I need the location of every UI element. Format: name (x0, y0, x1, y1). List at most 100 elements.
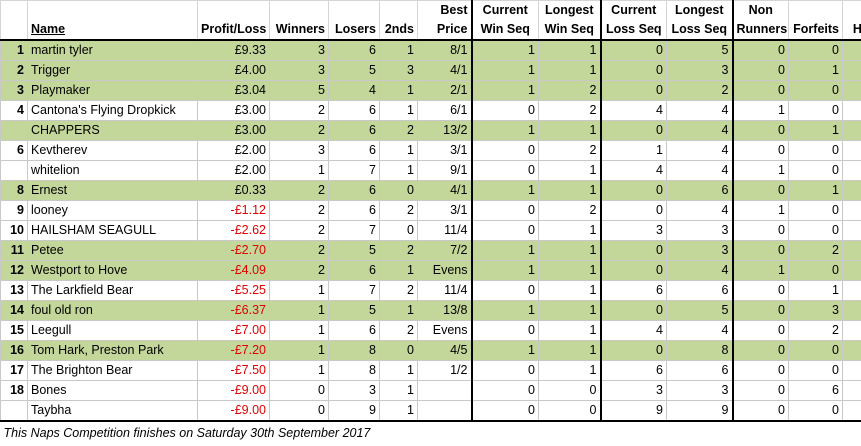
non-runners-cell[interactable]: 1 (732, 100, 789, 121)
longest-win-seq-cell[interactable]: 1 (538, 160, 602, 181)
rank-cell[interactable]: 17 (0, 360, 28, 381)
rank-cell[interactable]: 3 (0, 80, 28, 101)
best-price-cell[interactable]: 4/5 (417, 340, 472, 361)
winners-cell[interactable]: 1 (269, 160, 329, 181)
losers-cell[interactable]: 6 (328, 120, 380, 141)
profit-loss-cell[interactable]: £3.00 (197, 100, 270, 121)
current-loss-seq-cell[interactable]: 0 (600, 300, 667, 321)
player-name-cell[interactable]: Cantona's Flying Dropkick (27, 100, 198, 121)
longest-win-seq-cell[interactable]: 1 (538, 180, 602, 201)
longest-loss-seq-cell[interactable]: 2 (666, 80, 734, 101)
header-cell[interactable] (328, 0, 380, 20)
winners-cell[interactable]: 2 (269, 100, 329, 121)
longest-win-seq-cell[interactable]: 1 (538, 300, 602, 321)
longest-loss-seq-cell[interactable]: 4 (666, 320, 734, 341)
longest-win-seq-cell[interactable]: 1 (538, 60, 602, 81)
current-win-seq-cell[interactable]: 1 (470, 300, 539, 321)
seconds-cell[interactable]: 1 (379, 380, 418, 401)
forfeits-cell[interactable]: 0 (788, 340, 843, 361)
losers-cell[interactable]: 6 (328, 260, 380, 281)
winners-header[interactable]: Winners (269, 20, 329, 41)
header-cell[interactable] (0, 20, 28, 41)
rank-cell[interactable]: 10 (0, 220, 28, 241)
forfeits-cell[interactable]: 1 (788, 280, 843, 301)
player-name-cell[interactable]: Kevtherev (27, 140, 198, 161)
holiday-cell[interactable]: 0 (842, 260, 861, 281)
longest-win-seq-cell[interactable]: 1 (538, 240, 602, 261)
best-price-cell[interactable]: 2/1 (417, 80, 472, 101)
holiday-header[interactable]: Holiday (842, 20, 861, 41)
seconds-cell[interactable]: 1 (379, 39, 418, 61)
non-runners-cell[interactable]: 0 (732, 280, 789, 301)
forfeits-cell[interactable]: 1 (788, 180, 843, 201)
losers-cell[interactable]: 5 (328, 300, 380, 321)
player-name-cell[interactable]: Trigger (27, 60, 198, 81)
rank-cell[interactable]: 6 (0, 140, 28, 161)
longest-loss-seq-cell[interactable]: 8 (666, 340, 734, 361)
losers-header[interactable]: Losers (328, 20, 380, 41)
longest-loss-seq-cell[interactable]: 3 (666, 220, 734, 241)
forfeits-cell[interactable]: 0 (788, 400, 843, 422)
current-loss-seq-cell[interactable]: 0 (600, 260, 667, 281)
rank-cell[interactable]: 4 (0, 100, 28, 121)
profit-loss-cell[interactable]: £4.00 (197, 60, 270, 81)
longest-loss-seq-cell[interactable]: 6 (666, 180, 734, 201)
winners-cell[interactable]: 1 (269, 280, 329, 301)
winners-cell[interactable]: 2 (269, 220, 329, 241)
seconds-cell[interactable]: 0 (379, 220, 418, 241)
non-runners-cell[interactable]: 0 (732, 340, 789, 361)
profit-loss-cell[interactable]: -£1.12 (197, 200, 270, 221)
profit-loss-cell[interactable]: £2.00 (197, 140, 270, 161)
current-loss-seq-cell[interactable]: 0 (600, 180, 667, 201)
non-runners-cell[interactable]: 0 (732, 400, 789, 422)
forfeits-cell[interactable]: 0 (788, 100, 843, 121)
seconds-cell[interactable]: 2 (379, 240, 418, 261)
current-loss-seq-cell[interactable]: 4 (600, 320, 667, 341)
forfeits-cell[interactable]: 1 (788, 60, 843, 81)
longest-win-seq-cell[interactable]: 0 (538, 400, 602, 422)
longest-loss-seq-cell[interactable]: 4 (666, 160, 734, 181)
current-win-seq-cell[interactable]: 1 (470, 240, 539, 261)
forfeits-cell[interactable]: 0 (788, 160, 843, 181)
forfeits-cell[interactable]: 0 (788, 39, 843, 61)
best-price-cell[interactable]: 3/1 (417, 200, 472, 221)
profit-loss-cell[interactable]: -£6.37 (197, 300, 270, 321)
best-price-cell[interactable]: 11/4 (417, 220, 472, 241)
forfeits-cell[interactable]: 0 (788, 220, 843, 241)
player-name-cell[interactable]: CHAPPERS (27, 120, 198, 141)
longest-loss-seq-cell[interactable]: 4 (666, 100, 734, 121)
current-loss-seq-cell[interactable]: 0 (600, 120, 667, 141)
rank-cell[interactable]: 2 (0, 60, 28, 81)
player-name-cell[interactable]: martin tyler (27, 39, 198, 61)
non-runners-cell[interactable]: 0 (732, 180, 789, 201)
current-win-seq-cell[interactable]: 1 (470, 180, 539, 201)
losers-cell[interactable]: 6 (328, 320, 380, 341)
profit-loss-cell[interactable]: -£2.70 (197, 240, 270, 261)
current-loss-seq-cell[interactable]: 0 (600, 39, 667, 61)
current-win-seq-cell[interactable]: 1 (470, 60, 539, 81)
player-name-cell[interactable]: Taybha (27, 400, 198, 422)
rank-cell[interactable]: 1 (0, 39, 28, 61)
seconds-cell[interactable]: 2 (379, 320, 418, 341)
holiday-cell[interactable]: 0 (842, 360, 861, 381)
non-runners-cell[interactable]: 0 (732, 380, 789, 401)
losers-cell[interactable]: 6 (328, 140, 380, 161)
current-win-seq-cell[interactable]: 1 (470, 340, 539, 361)
current-loss-seq-cell[interactable]: 4 (600, 160, 667, 181)
header-cell[interactable] (0, 0, 28, 20)
best-price-cell[interactable]: 6/1 (417, 100, 472, 121)
current-loss-seq-cell[interactable]: 9 (600, 400, 667, 422)
current-loss-seq-header-bottom[interactable]: Loss Seq (600, 20, 667, 41)
rank-cell[interactable]: 11 (0, 240, 28, 261)
longest-loss-seq-cell[interactable]: 5 (666, 39, 734, 61)
seconds-header[interactable]: 2nds (379, 20, 418, 41)
non-runners-cell[interactable]: 0 (732, 140, 789, 161)
seconds-cell[interactable]: 1 (379, 80, 418, 101)
rank-cell[interactable]: 13 (0, 280, 28, 301)
longest-loss-seq-cell[interactable]: 3 (666, 60, 734, 81)
profit-loss-cell[interactable]: £9.33 (197, 39, 270, 61)
rank-cell[interactable]: 14 (0, 300, 28, 321)
current-win-seq-cell[interactable]: 1 (470, 120, 539, 141)
holiday-cell[interactable]: 0 (842, 80, 861, 101)
longest-loss-seq-header-bottom[interactable]: Loss Seq (666, 20, 734, 41)
